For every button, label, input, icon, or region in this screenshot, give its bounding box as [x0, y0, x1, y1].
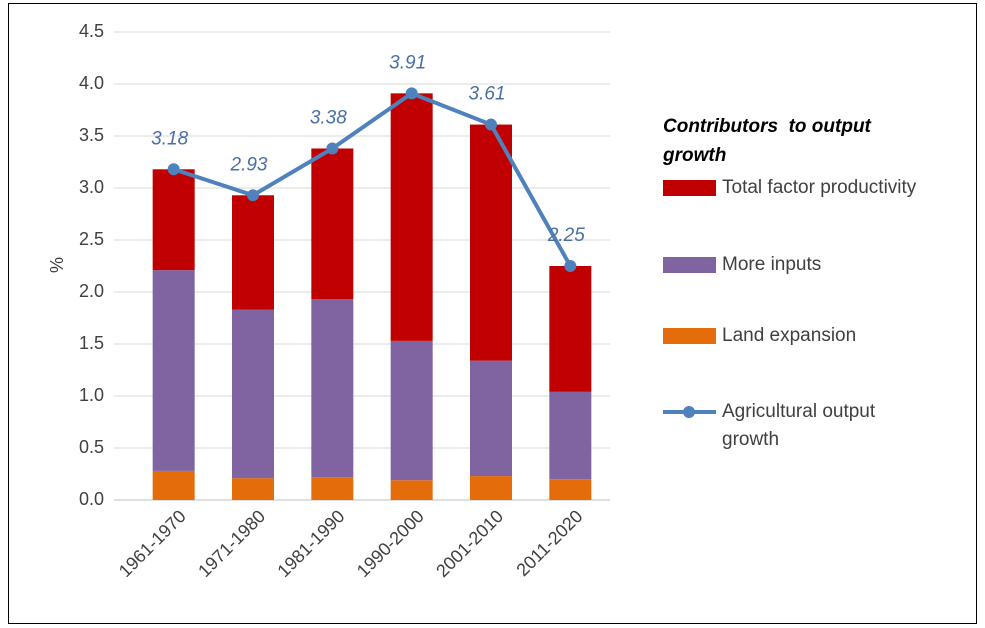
line [173, 91, 573, 267]
y-tick-label: 3.0 [79, 177, 104, 197]
line-point [564, 260, 577, 272]
bar-segment [390, 93, 433, 341]
bar-segment [470, 124, 512, 361]
bar-segment [549, 391, 592, 480]
line-point [326, 142, 339, 155]
data-label: 3.61 [469, 84, 506, 105]
bar-segment [470, 360, 512, 477]
y-tick-label: 2.0 [79, 281, 104, 301]
line-point [247, 189, 259, 202]
legend-title: Contributors to output growth [663, 116, 877, 166]
bar-segment [311, 148, 354, 300]
legend-label: Total factor productivity [722, 177, 917, 198]
y-tick-label: 4.0 [79, 73, 104, 93]
legend-swatch-point [683, 406, 695, 418]
bar-segment [152, 470, 195, 500]
bar-segment [470, 476, 512, 500]
legend-swatch [663, 328, 716, 344]
y-tick-label: 4.5 [79, 21, 104, 41]
bar-segment [232, 195, 274, 310]
legend-swatch [663, 257, 716, 273]
line-point [167, 163, 180, 176]
bar-segment [311, 477, 354, 500]
bar-segment [311, 299, 354, 478]
bar-segment [390, 480, 433, 500]
y-tick-label: 0.0 [79, 489, 104, 509]
y-tick-label: 3.5 [79, 125, 104, 145]
legend-label: More inputs [722, 254, 822, 275]
bar-segment [232, 309, 274, 479]
line-point [485, 118, 497, 131]
legend-label: Land expansion [722, 325, 857, 346]
bar-segment [152, 270, 195, 471]
y-tick-label: 0.5 [79, 437, 104, 457]
data-label: 2.93 [230, 154, 268, 175]
y-tick-label: 1.5 [79, 333, 104, 353]
bar-segment [152, 169, 195, 271]
y-tick-label: 1.0 [79, 385, 104, 405]
legend-swatch [663, 180, 716, 196]
y-axis-label: % [47, 257, 67, 273]
bar-segment [390, 340, 433, 481]
bar-segment [232, 478, 274, 500]
data-label: 3.18 [151, 128, 188, 149]
data-label: 3.38 [310, 107, 347, 128]
data-label: 3.91 [389, 52, 426, 73]
y-tick-label: 2.5 [79, 229, 104, 249]
data-label: 2.25 [547, 225, 585, 246]
legend-label: Agricultural output growth [722, 401, 876, 450]
line-point [405, 87, 418, 100]
bar-segment [549, 266, 592, 392]
bar-segment [549, 479, 592, 500]
